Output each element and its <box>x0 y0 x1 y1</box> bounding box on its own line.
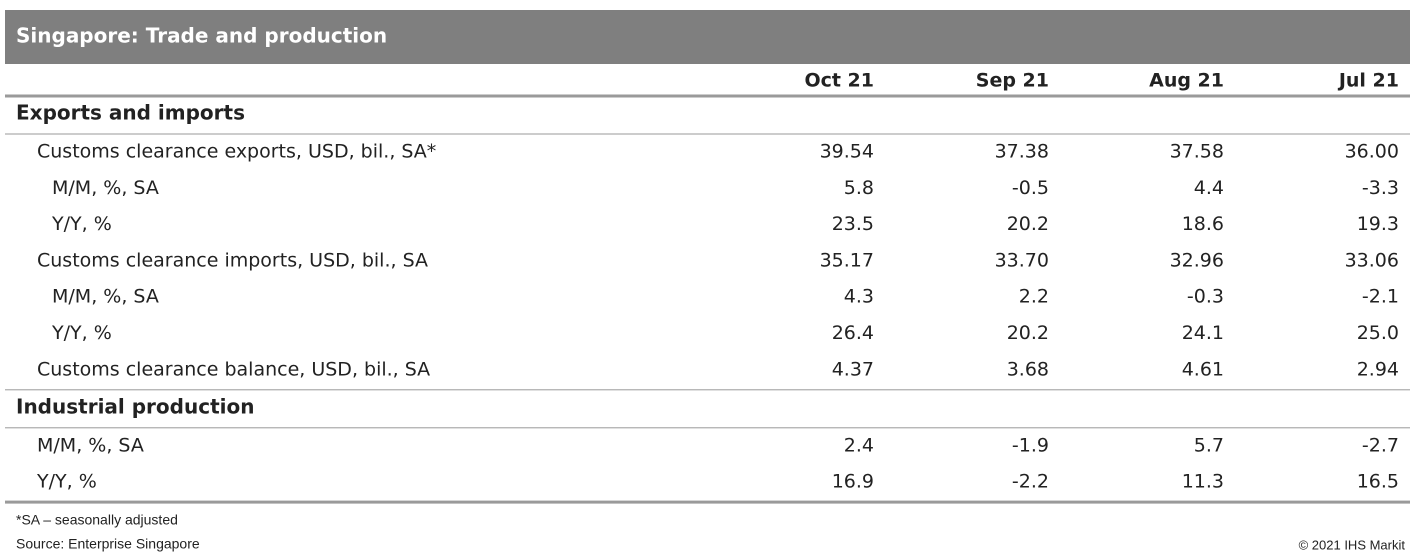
row-label: M/M, %, SA <box>52 177 159 199</box>
cell-value: 37.38 <box>995 141 1049 163</box>
cell-value: 4.4 <box>1194 177 1224 199</box>
row-label: Customs clearance imports, USD, bil., SA <box>37 249 428 271</box>
cell-value: -1.9 <box>1012 434 1049 456</box>
cell-value: 5.7 <box>1194 434 1224 456</box>
column-header: Oct 21 <box>804 70 874 92</box>
section-rule <box>5 427 1410 429</box>
header-rule <box>5 94 1410 98</box>
column-header: Jul 21 <box>1337 70 1399 92</box>
title-bar <box>5 10 1410 64</box>
cell-value: -2.1 <box>1362 286 1399 308</box>
cell-value: 32.96 <box>1170 249 1224 271</box>
bottom-rule <box>5 500 1410 504</box>
cell-value: 33.70 <box>995 249 1049 271</box>
column-header: Aug 21 <box>1149 70 1224 92</box>
cell-value: 5.8 <box>844 177 874 199</box>
source: Source: Enterprise Singapore <box>16 536 200 552</box>
table-title: Singapore: Trade and production <box>16 24 387 48</box>
cell-value: 37.58 <box>1170 141 1224 163</box>
cell-value: 36.00 <box>1345 141 1399 163</box>
row-label: M/M, %, SA <box>37 434 144 456</box>
cell-value: 24.1 <box>1182 322 1224 344</box>
section-title: Exports and imports <box>16 101 245 125</box>
column-header: Sep 21 <box>976 70 1049 92</box>
cell-value: 16.5 <box>1357 471 1399 493</box>
cell-value: 33.06 <box>1345 249 1399 271</box>
section-rule <box>5 389 1410 391</box>
cell-value: 18.6 <box>1182 213 1224 235</box>
row-label: M/M, %, SA <box>52 286 159 308</box>
cell-value: 20.2 <box>1007 213 1049 235</box>
cell-value: 3.68 <box>1007 358 1049 380</box>
cell-value: 4.61 <box>1182 358 1224 380</box>
section-rule <box>5 133 1410 135</box>
cell-value: 26.4 <box>832 322 874 344</box>
row-label: Customs clearance balance, USD, bil., SA <box>37 358 430 380</box>
row-label: Y/Y, % <box>51 322 112 344</box>
copyright: © 2021 IHS Markit <box>1299 537 1406 552</box>
cell-value: 20.2 <box>1007 322 1049 344</box>
cell-value: -3.3 <box>1362 177 1399 199</box>
cell-value: 2.4 <box>844 434 874 456</box>
cell-value: 4.3 <box>844 286 874 308</box>
cell-value: 35.17 <box>820 249 874 271</box>
cell-value: 2.94 <box>1357 358 1399 380</box>
cell-value: 4.37 <box>832 358 874 380</box>
cell-value: -0.5 <box>1012 177 1049 199</box>
section-title: Industrial production <box>16 394 254 418</box>
row-label: Customs clearance exports, USD, bil., SA… <box>37 141 436 163</box>
row-label: Y/Y, % <box>36 471 97 493</box>
cell-value: 39.54 <box>820 141 874 163</box>
row-label: Y/Y, % <box>51 213 112 235</box>
footnote: *SA – seasonally adjusted <box>16 512 178 528</box>
cell-value: 23.5 <box>832 213 874 235</box>
cell-value: 2.2 <box>1019 286 1049 308</box>
cell-value: 19.3 <box>1357 213 1399 235</box>
cell-value: -2.2 <box>1012 471 1049 493</box>
cell-value: -2.7 <box>1362 434 1399 456</box>
cell-value: -0.3 <box>1187 286 1224 308</box>
cell-value: 16.9 <box>832 471 874 493</box>
cell-value: 25.0 <box>1357 322 1399 344</box>
cell-value: 11.3 <box>1182 471 1224 493</box>
